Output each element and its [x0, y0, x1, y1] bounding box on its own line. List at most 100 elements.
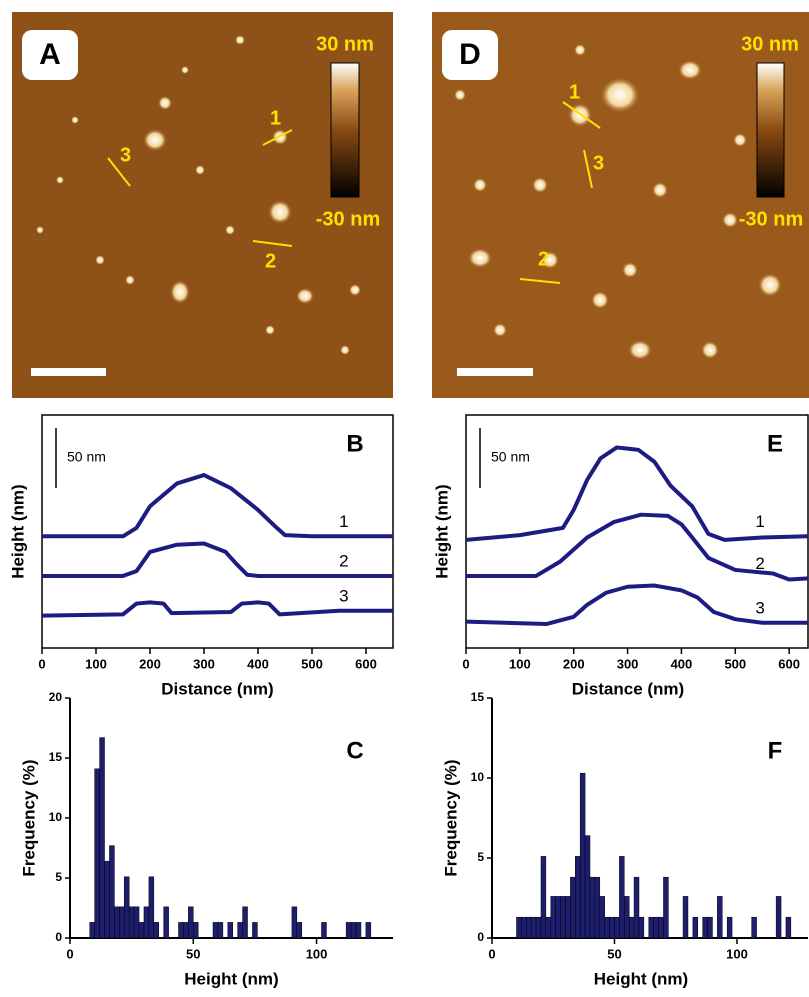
x-tick-label: 600	[355, 656, 377, 671]
bar	[599, 896, 605, 939]
bar	[575, 856, 581, 939]
x-tick-label: 200	[139, 656, 161, 671]
x-tick-label: 100	[509, 656, 531, 671]
y-axis-label: Frequency (%)	[19, 759, 38, 876]
bar	[321, 922, 327, 939]
bar	[104, 860, 110, 939]
bar	[212, 922, 219, 939]
label-box	[442, 30, 498, 80]
bar	[604, 916, 610, 939]
x-axis-label: Height (nm)	[594, 969, 688, 988]
bar	[237, 922, 243, 939]
y-axis-label: Height (nm)	[8, 484, 27, 578]
x-tick-label: 600	[778, 656, 800, 671]
series-label: 1	[755, 512, 764, 531]
plot-frame	[465, 414, 809, 649]
profile-line	[107, 157, 131, 187]
bar	[775, 896, 782, 939]
bar	[707, 916, 713, 939]
bar	[648, 916, 654, 939]
scale-bar-label: 50 nm	[67, 449, 106, 465]
panel-label: C	[346, 737, 363, 764]
colorbar	[756, 62, 785, 198]
profile-label: 1	[569, 81, 580, 103]
profile-line	[41, 600, 393, 618]
bar	[658, 916, 664, 939]
x-tick-label: 0	[462, 656, 469, 671]
profile-line	[583, 149, 593, 189]
bar	[550, 896, 556, 939]
bar	[163, 906, 169, 939]
profile-line	[42, 473, 393, 539]
x-tick-label: 0	[488, 946, 495, 961]
bar	[138, 922, 145, 939]
particles	[454, 44, 782, 360]
bar	[540, 856, 547, 939]
bar	[188, 906, 194, 939]
colorbar-max: 30 nm	[316, 33, 374, 55]
x-tick-label: 50	[607, 946, 621, 961]
bar	[178, 922, 184, 939]
bar	[148, 876, 155, 939]
panel-label: A	[39, 38, 61, 71]
bar	[638, 916, 645, 939]
x-tick-label: 500	[724, 656, 746, 671]
y-tick-label: 20	[49, 690, 63, 704]
x-tick-label: 50	[186, 946, 200, 961]
colorbar-min: -30 nm	[739, 208, 803, 230]
series-label: 1	[339, 512, 348, 531]
x-tick-label: 300	[617, 656, 639, 671]
x-axis-label: Distance (nm)	[161, 679, 273, 698]
bar	[589, 876, 596, 939]
profile-line	[42, 541, 393, 578]
bar	[193, 922, 199, 939]
x-tick-label: 400	[247, 656, 269, 671]
profile-label: 2	[265, 250, 276, 272]
bar	[521, 916, 527, 939]
x-tick-label: 0	[38, 656, 45, 671]
bar	[619, 856, 625, 939]
bar	[682, 896, 689, 939]
bar	[624, 896, 630, 939]
x-axis-label: Distance (nm)	[572, 679, 684, 698]
bar	[153, 922, 160, 939]
bar	[345, 922, 352, 939]
colorbar-max: 30 nm	[741, 33, 799, 55]
afm-image: D 30 nm -30 nm 1 2 3	[432, 12, 809, 398]
profile-line	[562, 101, 601, 129]
bar	[252, 922, 258, 939]
bar	[217, 922, 224, 939]
bar	[702, 916, 708, 939]
profile-label: 3	[120, 144, 131, 166]
bar	[516, 916, 522, 939]
bar	[579, 772, 586, 939]
y-tick-label: 5	[55, 870, 62, 884]
bar	[123, 876, 130, 939]
panel-label: B	[346, 430, 363, 457]
y-tick-label: 10	[49, 810, 63, 824]
bar	[296, 922, 303, 939]
scale-bar-label: 50 nm	[491, 449, 530, 465]
profile-line	[252, 240, 293, 247]
profile-label: 1	[270, 107, 281, 129]
colorbar-min: -30 nm	[316, 208, 380, 230]
x-tick-label: 300	[193, 656, 215, 671]
plot-frame	[41, 414, 394, 649]
panel-label: F	[768, 737, 783, 764]
y-axis-label: Frequency (%)	[441, 759, 460, 876]
profile-line	[519, 278, 561, 284]
bar	[609, 916, 615, 939]
x-tick-label: 100	[85, 656, 107, 671]
series-label: 3	[339, 586, 348, 605]
profile-line	[465, 445, 809, 542]
bar	[143, 906, 150, 939]
bar	[99, 737, 105, 939]
panel-label: E	[767, 430, 783, 457]
bar	[133, 906, 140, 939]
bar	[530, 916, 537, 939]
bar	[119, 906, 125, 939]
x-tick-label: 0	[66, 946, 73, 961]
bar	[365, 922, 372, 939]
y-tick-label: 15	[471, 690, 485, 704]
